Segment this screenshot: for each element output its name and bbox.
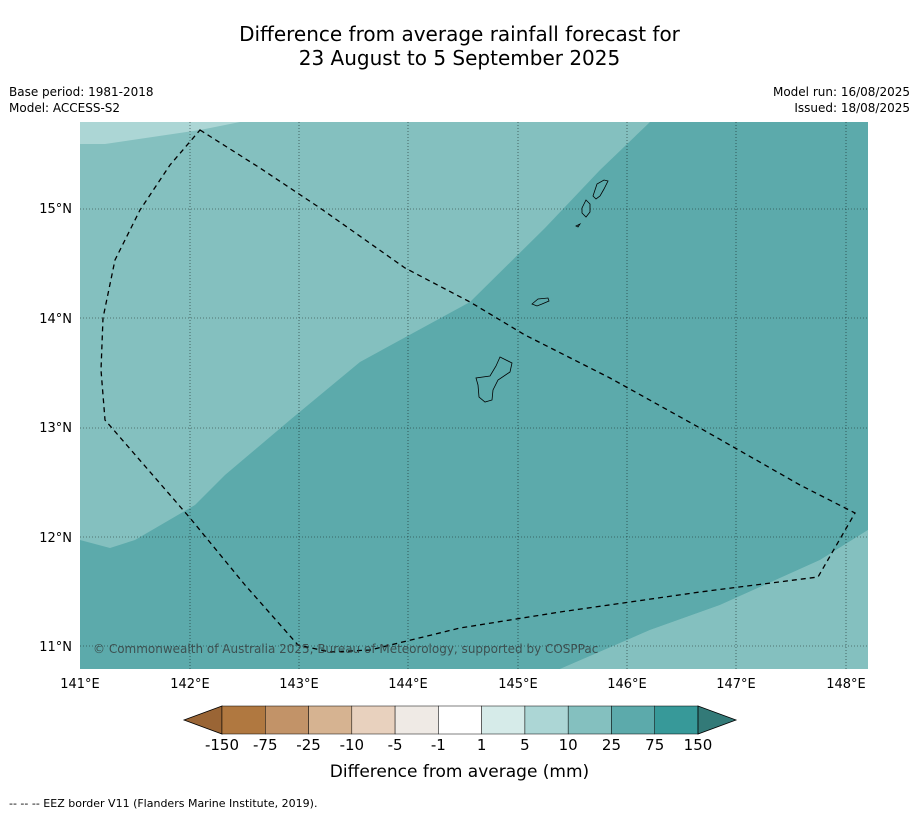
- lat-tick: 13°N: [39, 421, 72, 436]
- issued-date: Issued: 18/08/2025: [794, 101, 910, 115]
- colorbar-tick-label: 10: [558, 736, 578, 754]
- lon-tick: 141°E: [60, 677, 100, 692]
- lon-tick: 144°E: [388, 677, 428, 692]
- saipan-island: [592, 179, 609, 200]
- colorbar-tick-label: -25: [296, 736, 321, 754]
- meta-left: Base period: 1981-2018 Model: ACCESS-S2: [9, 84, 154, 116]
- colorbar-segment: [351, 705, 396, 735]
- lat-tick: 12°N: [39, 531, 72, 546]
- colorbar-segment: [524, 705, 569, 735]
- lon-tick: 142°E: [170, 677, 210, 692]
- title-line-2: 23 August to 5 September 2025: [298, 46, 621, 70]
- colorbar-segment: [221, 705, 266, 735]
- colorbar-segment: [265, 705, 309, 735]
- lon-tick: 143°E: [279, 677, 319, 692]
- tinian-island: [581, 199, 591, 218]
- lat-tick: 11°N: [39, 640, 72, 655]
- lon-tick: 148°E: [826, 677, 866, 692]
- title-line-1: Difference from average rainfall forecas…: [239, 22, 680, 46]
- colorbar-extend-high: [697, 705, 738, 735]
- model-name: Model: ACCESS-S2: [9, 101, 121, 115]
- rota-island: [531, 297, 550, 307]
- lat-tick: 15°N: [39, 202, 72, 217]
- guam-island: [475, 356, 513, 403]
- colorbar-segment: [481, 705, 526, 735]
- colorbar-tick-label: 150: [683, 736, 713, 754]
- colorbar-tick-label: -1: [430, 736, 446, 754]
- colorbar-tick-label: -150: [204, 736, 240, 754]
- colorbar-tick-label: 5: [520, 736, 530, 754]
- colorbar-segment: [308, 705, 353, 735]
- copyright-text: © Commonwealth of Australia 2025, Bureau…: [93, 642, 598, 656]
- colorbar-tick-label: 75: [645, 736, 665, 754]
- base-period: Base period: 1981-2018: [9, 85, 154, 99]
- gridlines: [80, 122, 868, 669]
- lon-tick: 146°E: [607, 677, 647, 692]
- lat-tick: 14°N: [39, 312, 72, 327]
- colorbar-segment: [611, 705, 655, 735]
- eez-legend-note: -- -- -- EEZ border V11 (Flanders Marine…: [9, 797, 318, 810]
- colorbar-segment: [654, 705, 699, 735]
- zone-light: [80, 122, 240, 144]
- colorbar-tick-label: -5: [387, 736, 403, 754]
- colorbar-title: Difference from average (mm): [329, 762, 590, 782]
- islands: [475, 179, 609, 403]
- colorbar: [182, 705, 738, 735]
- lon-tick: 145°E: [498, 677, 538, 692]
- colorbar-segment: [438, 705, 482, 735]
- zone-dark: [80, 122, 868, 669]
- colorbar-tick-label: 25: [601, 736, 621, 754]
- colorbar-tick-label: 1: [476, 736, 487, 754]
- colorbar-segment: [394, 705, 439, 735]
- eez-border: [100, 129, 856, 653]
- colorbar-extend-low: [182, 705, 223, 735]
- colorbar-segment: [567, 705, 612, 735]
- meta-right: Model run: 16/08/2025 Issued: 18/08/2025: [773, 84, 910, 116]
- colorbar-tick-label: -10: [339, 736, 365, 754]
- model-run: Model run: 16/08/2025: [772, 85, 910, 99]
- aguijan-island: [575, 222, 582, 228]
- lon-tick: 147°E: [716, 677, 756, 692]
- map-title: Difference from average rainfall forecas…: [0, 22, 919, 70]
- zone-mid-se: [560, 530, 868, 669]
- colorbar-tick-label: -75: [253, 736, 278, 754]
